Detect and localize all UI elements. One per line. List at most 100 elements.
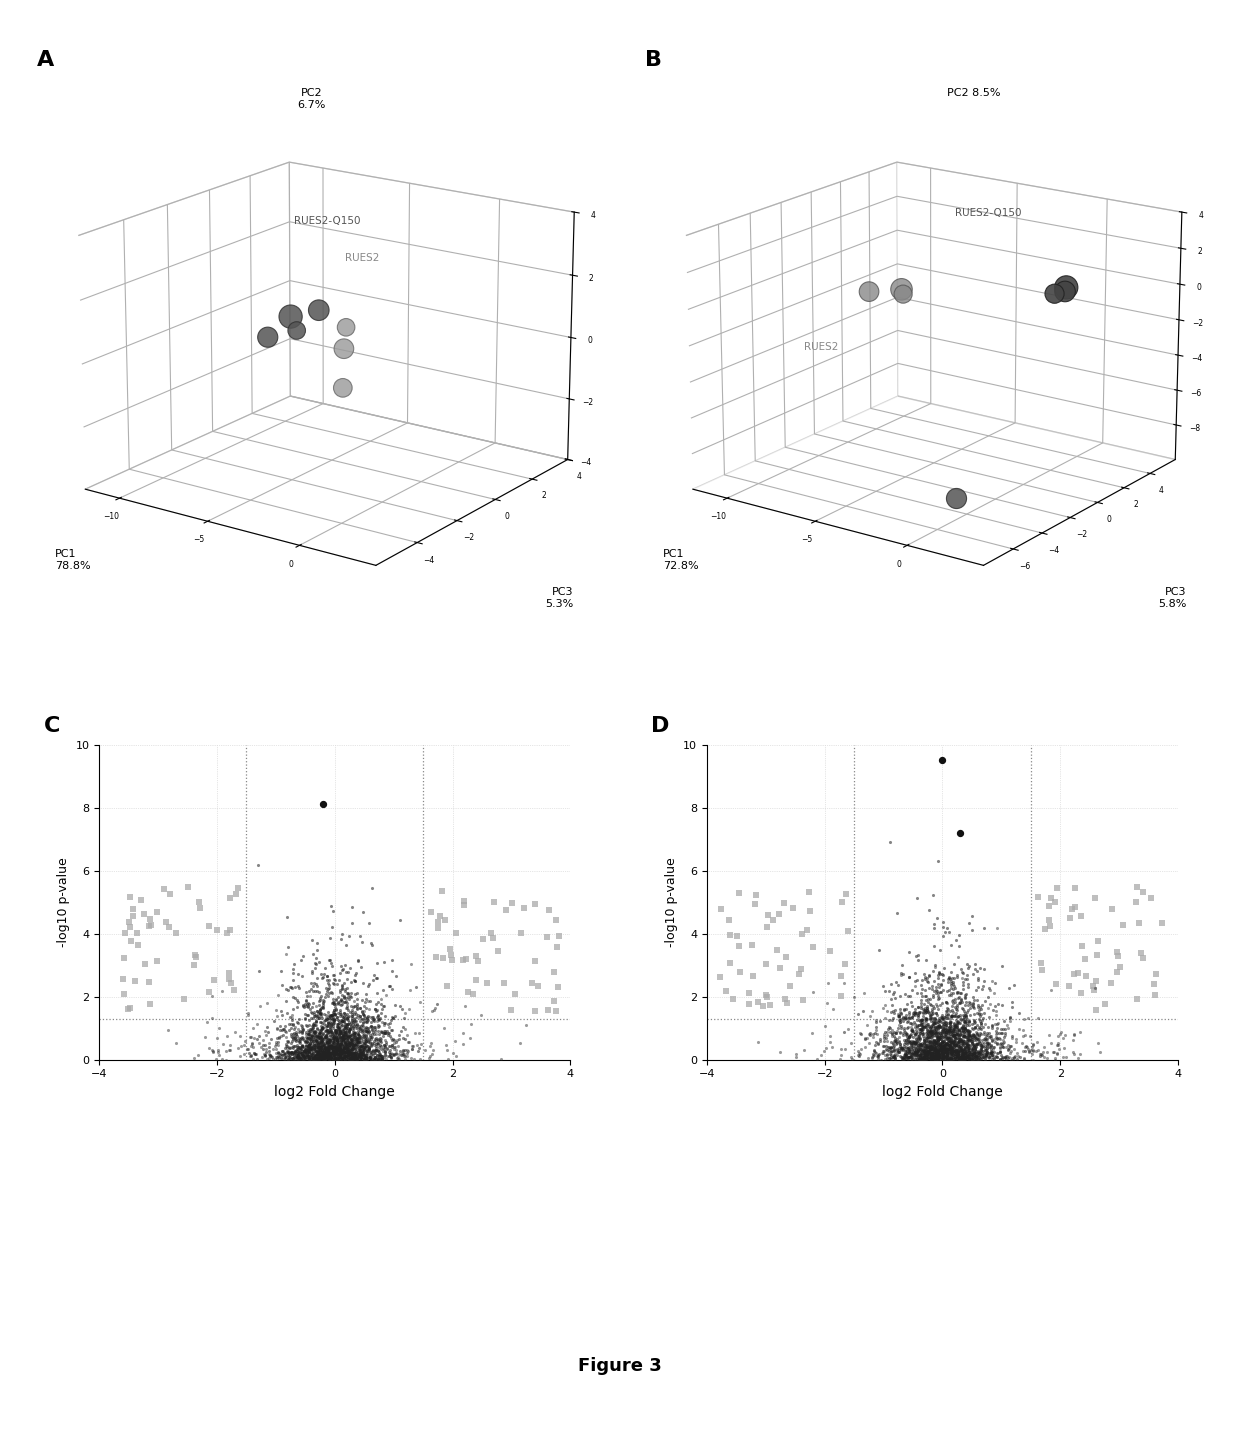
- Point: [393, 1042, 413, 1065]
- Point: [321, 1004, 341, 1027]
- Point: [310, 1047, 330, 1070]
- Point: [351, 1037, 371, 1060]
- Point: [908, 1040, 928, 1063]
- Point: [331, 1014, 351, 1037]
- Point: [954, 1031, 973, 1054]
- Point: [981, 1024, 1001, 1047]
- Point: [982, 1014, 1002, 1037]
- Point: [370, 1010, 389, 1032]
- Point: [920, 1030, 940, 1053]
- Point: [949, 1040, 968, 1063]
- Point: [309, 1001, 329, 1024]
- Point: [379, 974, 399, 997]
- Point: [320, 949, 340, 972]
- Point: [868, 1032, 888, 1055]
- Point: [216, 1040, 236, 1063]
- Point: [396, 1002, 415, 1025]
- Point: [941, 1037, 961, 1060]
- Point: [353, 1008, 373, 1031]
- Point: [941, 1048, 961, 1071]
- Point: [930, 1044, 950, 1067]
- Point: [334, 1022, 353, 1045]
- Point: [928, 1048, 947, 1071]
- Point: [977, 1040, 997, 1063]
- Point: [1086, 969, 1106, 992]
- Point: [978, 1005, 998, 1028]
- Point: [884, 981, 904, 1004]
- Point: [874, 1024, 894, 1047]
- Point: [863, 1022, 883, 1045]
- Point: [314, 990, 334, 1012]
- Point: [947, 1044, 967, 1067]
- Point: [427, 992, 446, 1015]
- Point: [760, 994, 780, 1017]
- Point: [1146, 984, 1166, 1007]
- Point: [880, 1037, 900, 1060]
- Point: [804, 935, 823, 958]
- Point: [950, 1037, 970, 1060]
- Point: [950, 1011, 970, 1034]
- Point: [921, 1041, 941, 1064]
- Point: [940, 1037, 960, 1060]
- Point: [923, 1001, 942, 1024]
- Point: [719, 951, 739, 974]
- Point: [326, 1025, 346, 1048]
- Point: [898, 1010, 918, 1032]
- Point: [932, 1021, 952, 1044]
- Point: [946, 1015, 966, 1038]
- Point: [339, 1040, 358, 1063]
- Point: [320, 1045, 340, 1068]
- Point: [342, 1021, 362, 1044]
- Point: [919, 1035, 939, 1058]
- Point: [940, 1017, 960, 1040]
- Point: [295, 1048, 315, 1071]
- Point: [934, 1020, 954, 1042]
- Point: [316, 1008, 336, 1031]
- Point: [306, 1047, 326, 1070]
- Point: [961, 1025, 981, 1048]
- Point: [325, 1030, 345, 1053]
- Point: [304, 991, 324, 1014]
- Point: [343, 1047, 363, 1070]
- Point: [993, 1018, 1013, 1041]
- Point: [321, 1034, 341, 1057]
- Point: [325, 1027, 345, 1050]
- Point: [904, 1031, 924, 1054]
- Point: [336, 1031, 356, 1054]
- Point: [322, 1048, 342, 1071]
- Point: [356, 1048, 376, 1071]
- Point: [884, 1025, 904, 1048]
- Point: [339, 1047, 358, 1070]
- Point: [310, 1044, 330, 1067]
- Point: [372, 1031, 392, 1054]
- Point: [916, 1035, 936, 1058]
- Point: [303, 1037, 322, 1060]
- Point: [929, 849, 949, 872]
- Point: [946, 1022, 966, 1045]
- Point: [935, 1005, 955, 1028]
- Point: [358, 1022, 378, 1045]
- Point: [904, 1031, 924, 1054]
- Point: [949, 924, 968, 947]
- Point: [332, 1025, 352, 1048]
- Point: [321, 1042, 341, 1065]
- Point: [326, 1032, 346, 1055]
- Point: [918, 1041, 937, 1064]
- Point: [981, 1042, 1001, 1065]
- Point: [335, 1015, 355, 1038]
- Point: [423, 1000, 443, 1022]
- Point: [337, 1044, 357, 1067]
- Point: [370, 1044, 389, 1067]
- Point: [924, 1032, 944, 1055]
- Point: [862, 1000, 882, 1022]
- Point: [301, 1030, 321, 1053]
- Point: [332, 1047, 352, 1070]
- Point: [289, 991, 309, 1014]
- Point: [331, 988, 351, 1011]
- Point: [1032, 1042, 1052, 1065]
- Point: [921, 1031, 941, 1054]
- Point: [309, 994, 329, 1017]
- Point: [114, 982, 134, 1005]
- Point: [977, 1022, 997, 1045]
- Point: [312, 1040, 332, 1063]
